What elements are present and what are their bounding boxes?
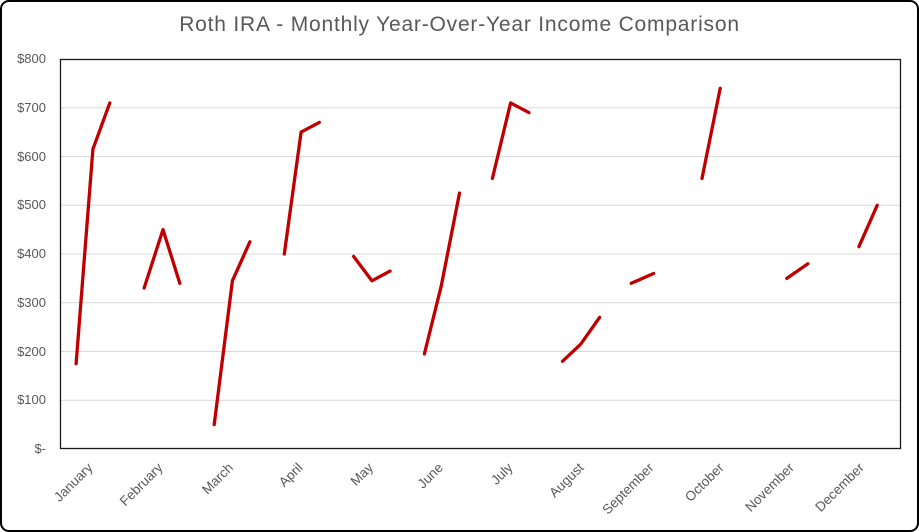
series-line-april [282,120,321,256]
y-axis-tick-label: $700 [17,99,46,115]
chart-title: Roth IRA - Monthly Year-Over-Year Income… [179,13,740,36]
series-line-november [785,262,810,281]
y-axis-tick-label: $200 [17,343,46,359]
series-line-june [422,191,462,356]
y-axis-tick-label: $800 [17,51,46,67]
series-line-january [74,101,112,366]
y-axis-tick-label: $600 [17,148,46,164]
y-axis-tick-label: $100 [17,392,46,408]
series-line-august [560,315,602,363]
plot-frame [59,58,902,450]
series-line-september [629,271,656,285]
y-axis-tick-label: $400 [17,246,46,262]
series-line-october [700,86,722,181]
series-line-july [490,101,531,181]
series-line-december [857,203,879,249]
y-axis-tick-label: $300 [17,294,46,310]
y-axis-tick-label: $500 [17,197,46,213]
series-line-march [212,240,252,427]
series-line-february [142,227,182,290]
y-axis-tick-label: $- [34,441,46,457]
series-line-may [351,254,392,283]
